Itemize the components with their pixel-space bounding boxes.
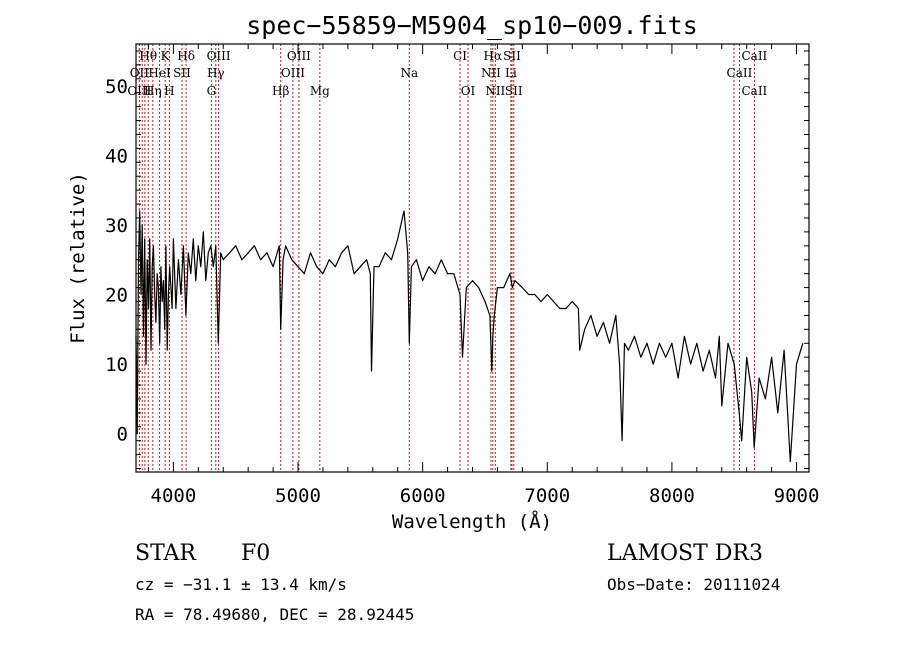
redshift-readout: cz = −31.1 ± 13.4 km/s	[135, 575, 347, 594]
spectral-line-label: CI	[453, 49, 467, 63]
spectrum-line	[135, 210, 804, 463]
spectral-line-label: OII	[130, 66, 150, 80]
spectral-line-label: HeI	[148, 66, 171, 80]
y-tick-label: 20	[105, 285, 128, 307]
y-tick-label: 40	[105, 145, 128, 167]
x-tick-label: 7000	[524, 485, 570, 507]
spectral-line-label: Mg	[310, 84, 330, 98]
spectral-line-label: Hδ	[177, 49, 195, 63]
x-tick-label: 6000	[400, 485, 446, 507]
x-axis-label: Wavelength (Å)	[392, 510, 552, 533]
spectral-line-label: CaII	[741, 84, 767, 98]
spectral-line-label: Hα	[484, 49, 503, 63]
object-class: STAR	[135, 541, 197, 566]
x-tick-label: 4000	[151, 485, 197, 507]
spectral-line-label: OI	[461, 84, 476, 98]
spectral-line-label: Hη	[144, 84, 162, 98]
spectral-line-label: Na	[400, 66, 418, 80]
spectral-line-label: Hθ	[139, 49, 157, 63]
spectral-line-label: OIII	[127, 84, 151, 98]
spectral-line-label: Li	[505, 66, 517, 80]
x-tick-label: 8000	[649, 485, 695, 507]
plot-frame	[135, 43, 810, 473]
x-tick-label: 9000	[774, 485, 820, 507]
y-axis-label: Flux (relative)	[67, 172, 89, 344]
spectral-line-label: K	[161, 49, 171, 63]
survey-name: LAMOST DR3	[607, 541, 763, 566]
spectral-line-label: CaII	[741, 49, 767, 63]
spectral-line-label: SII	[173, 66, 191, 80]
spectral-line-label: OIII	[207, 49, 231, 63]
chart-title: spec−55859−M5904_sp10−009.fits	[246, 11, 698, 40]
spectral-line-label: G	[207, 84, 217, 98]
y-tick-label: 10	[105, 354, 128, 376]
spectral-line-label: OIII	[287, 49, 311, 63]
spectral-line-label: SII	[505, 84, 523, 98]
spectral-line-label: NII	[481, 66, 501, 80]
spectral-line-label: OIII	[281, 66, 305, 80]
object-subclass: F0	[241, 541, 270, 566]
spectral-line-label: Hβ	[272, 84, 289, 98]
obs-date: Obs−Date: 20111024	[607, 575, 780, 594]
y-tick-label: 50	[105, 76, 128, 98]
spectral-line-label: H	[164, 84, 174, 98]
spectral-line-label: Hγ	[207, 66, 225, 80]
y-tick-label: 0	[117, 424, 128, 446]
coordinates: RA = 78.49680, DEC = 28.92445	[135, 605, 414, 624]
x-tick-label: 5000	[275, 485, 321, 507]
y-tick-label: 30	[105, 215, 128, 237]
spectral-line-label: CaII	[727, 66, 753, 80]
spectral-line-label: SII	[503, 49, 521, 63]
spectral-line-label: NII	[485, 84, 505, 98]
